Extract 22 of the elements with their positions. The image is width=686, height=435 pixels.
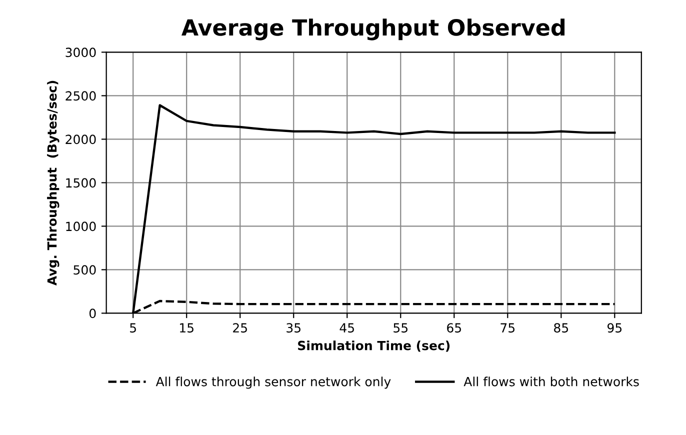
x-tick-label: 25 xyxy=(233,323,247,333)
x-tick-label: 55 xyxy=(394,323,408,333)
y-axis-title: Avg. Throughput (Bytes/sec) xyxy=(47,80,60,286)
y-tick-label: 3000 xyxy=(66,48,96,58)
x-tick-label: 85 xyxy=(554,323,568,333)
chart-title: Average Throughput Observed xyxy=(181,18,564,40)
x-tick-label: 45 xyxy=(340,323,354,333)
x-tick-label: 35 xyxy=(286,323,300,333)
legend-label: All flows through sensor network only xyxy=(156,376,391,389)
x-axis-title: Simulation Time (sec) xyxy=(298,340,450,352)
x-tick-label: 75 xyxy=(500,323,514,333)
legend-label: All flows with both networks xyxy=(464,376,639,386)
x-tick-label: 5 xyxy=(130,323,136,333)
y-tick-label: 2500 xyxy=(66,91,96,101)
y-tick-label: 500 xyxy=(74,265,96,275)
x-tick-label: 95 xyxy=(607,323,622,333)
x-tick-label: 65 xyxy=(447,323,461,333)
x-tick-label: 15 xyxy=(180,323,194,333)
y-tick-label: 0 xyxy=(89,308,96,318)
y-tick-label: 1500 xyxy=(66,178,96,188)
y-tick-label: 2000 xyxy=(66,134,96,144)
y-tick-label: 1000 xyxy=(66,222,96,232)
